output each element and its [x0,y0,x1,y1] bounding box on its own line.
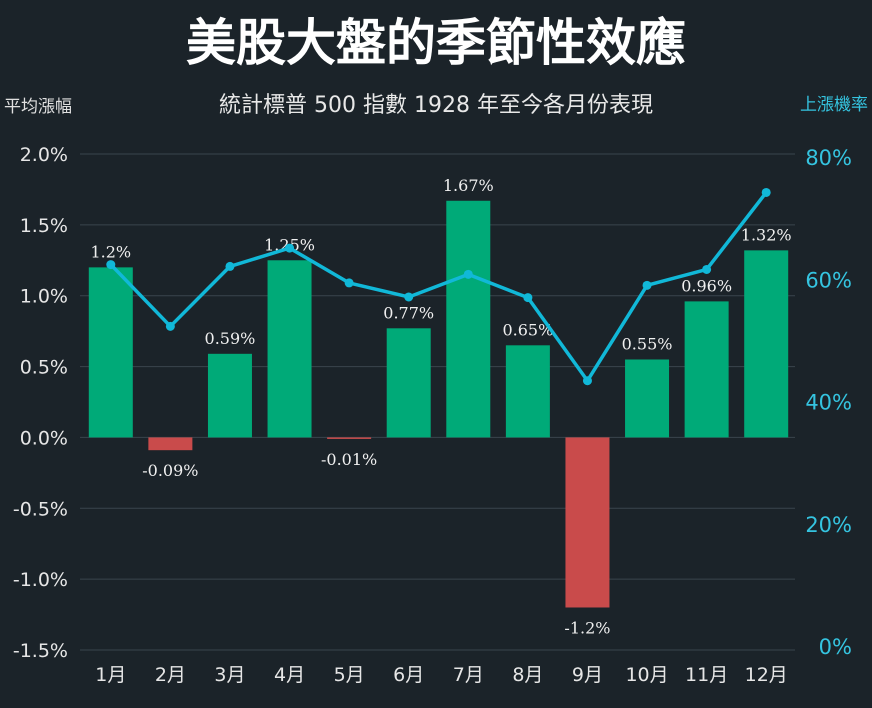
y-tick-label-left: 0.0% [20,427,68,449]
line-point [761,187,771,197]
x-axis: 1月 2月 3月 4月 5月 6月 7月 8月 9月 10月 11月 12月 [95,664,788,686]
line-point [404,292,414,302]
bar-data-labels: 1.2%-0.09%0.59%1.25%-0.01%0.77%1.67%0.65… [90,176,791,638]
line-point [642,280,652,290]
bar [386,328,431,438]
bar-series [88,200,789,608]
y-axis-right: 80% 60% 40% 20% 0% [805,146,852,659]
y-tick-label-right: 80% [805,146,852,170]
chart-title: 美股大盤的季節性效應 [186,14,686,72]
line-point [285,243,295,253]
x-tick-label: 9月 [572,664,603,686]
x-tick-label: 3月 [214,664,245,686]
y-tick-label-left: 1.0% [20,286,68,308]
bar [565,437,610,608]
y-axis-left: 2.0% 1.5% 1.0% 0.5% 0.0% -0.5% -1.0% -1.5% [13,144,68,662]
x-tick-label: 2月 [155,664,186,686]
x-tick-label: 7月 [453,664,484,686]
bar [744,250,789,438]
bar-data-label: 0.65% [502,320,553,339]
bar-data-label: 0.96% [681,276,732,295]
line-point [344,278,354,288]
bar-data-label: 1.67% [443,176,494,195]
y-tick-label-right: 40% [805,391,852,415]
bar [625,359,670,438]
x-tick-label: 11月 [685,664,728,686]
probability-line-series [106,187,771,386]
y-axis-label-left: 平均漲幅 [4,97,72,117]
line-point [523,293,533,303]
bar-data-label: -0.01% [321,450,377,469]
line-point [702,264,712,274]
y-axis-label-right: 上漲機率 [800,95,868,115]
y-tick-label-left: -1.0% [13,569,68,591]
bar [327,437,372,439]
y-tick-label-left: 1.5% [20,215,68,237]
y-tick-label-left: -0.5% [13,498,68,520]
bar-data-label: 0.59% [205,329,256,348]
bar [207,353,252,438]
x-tick-label: 4月 [274,664,305,686]
x-tick-label: 12月 [745,664,788,686]
x-tick-label: 6月 [393,664,424,686]
probability-line [109,191,768,383]
bar [505,345,550,438]
y-tick-label-left: 2.0% [20,144,68,166]
line-point [165,321,175,331]
y-tick-label-right: 0% [819,635,852,659]
bar-data-label: -0.09% [142,461,198,480]
x-tick-label: 8月 [512,664,543,686]
x-tick-label: 1月 [95,664,126,686]
bar [88,267,133,438]
chart-subtitle: 統計標普 500 指數 1928 年至今各月份表現 [219,93,653,118]
bar [267,260,312,438]
bar-data-label: 1.2% [90,242,131,261]
bar-data-label: -1.2% [564,618,610,637]
bar-data-label: 0.77% [383,303,434,322]
line-point [463,269,473,279]
y-tick-label-right: 60% [805,268,852,292]
bar [684,301,729,438]
y-tick-label-left: 0.5% [20,357,68,379]
bar-data-label: 0.55% [622,334,673,353]
bar [446,200,491,438]
y-tick-label-left: -1.5% [13,640,68,662]
x-tick-label: 10月 [625,664,668,686]
line-point [582,376,592,386]
x-tick-label: 5月 [334,664,365,686]
bar-data-label: 1.32% [741,225,792,244]
line-point [225,261,235,271]
bar [148,437,193,451]
line-point [106,260,116,270]
y-tick-label-right: 20% [805,513,852,537]
